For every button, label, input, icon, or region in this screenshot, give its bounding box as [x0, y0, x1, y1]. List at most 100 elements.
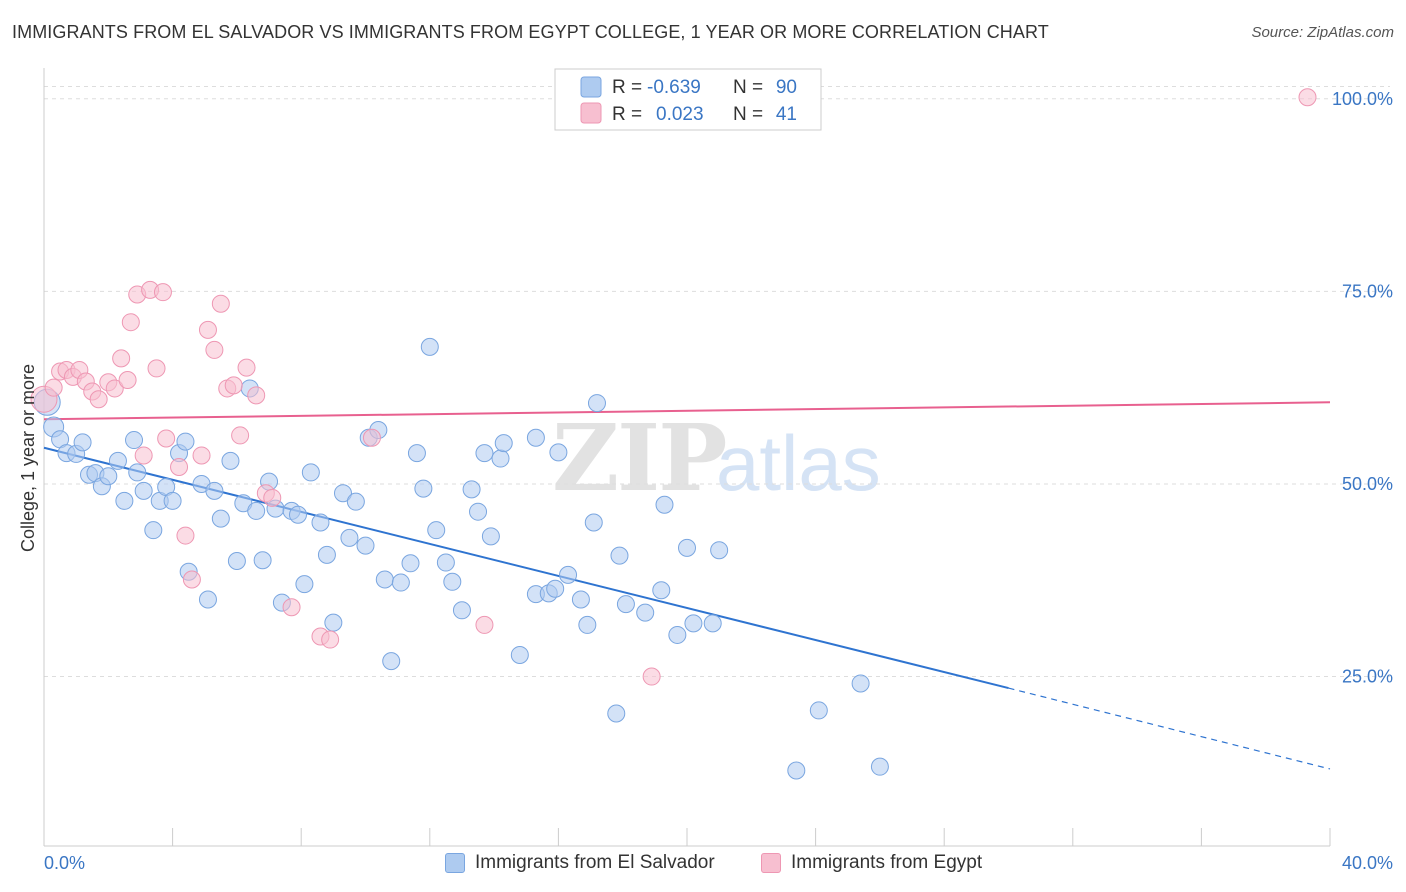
point-egypt: [112, 349, 131, 368]
point-el-salvador: [678, 538, 696, 557]
point-el-salvador: [407, 444, 426, 463]
point-el-salvador: [176, 432, 195, 451]
legend-item-egypt: Immigrants from Egypt: [761, 852, 982, 874]
point-el-salvador: [198, 590, 217, 609]
legend-n-value-1: 90: [776, 77, 797, 98]
trend-line-el-salvador-extension: [1008, 687, 1331, 770]
point-el-salvador: [587, 394, 606, 413]
point-el-salvador: [684, 614, 703, 633]
legend-n-label-1: N =: [733, 77, 763, 98]
y-axis-label: College, 1 year or more: [18, 364, 38, 552]
y-tick-label: 25.0%: [1342, 667, 1393, 687]
y-tick-label: 50.0%: [1342, 474, 1393, 494]
point-el-salvador: [443, 572, 462, 591]
point-el-salvador: [420, 337, 439, 356]
point-el-salvador: [375, 570, 394, 589]
point-egypt: [153, 283, 172, 302]
point-el-salvador: [475, 444, 494, 463]
legend-swatch-egypt: [580, 102, 602, 124]
point-el-salvador: [546, 579, 565, 598]
point-el-salvador: [356, 536, 375, 555]
point-el-salvador: [462, 480, 481, 499]
point-el-salvador: [870, 757, 889, 776]
point-el-salvador: [636, 603, 655, 622]
x-tick-label: 40.0%: [1342, 853, 1393, 873]
point-el-salvador: [710, 541, 729, 560]
point-el-salvador: [128, 463, 147, 482]
chart-title: IMMIGRANTS FROM EL SALVADOR VS IMMIGRANT…: [12, 22, 1049, 42]
point-egypt: [247, 386, 266, 405]
point-el-salvador: [436, 553, 455, 572]
y-tick-label: 100.0%: [1332, 89, 1393, 109]
legend-r-label-1: R =: [612, 77, 642, 98]
x-tick-labels: 0.0% 40.0%: [44, 853, 1393, 873]
legend-r-value-1: -0.639: [647, 77, 701, 98]
point-el-salvador: [401, 554, 420, 573]
point-el-salvador: [311, 513, 330, 532]
point-el-salvador: [549, 443, 568, 462]
legend-r-label-2: R =: [612, 104, 642, 125]
legend-r-value-2: 0.023: [656, 104, 704, 125]
y-tick-labels: 25.0% 50.0% 75.0% 100.0%: [1332, 89, 1393, 687]
y-tick-label: 75.0%: [1342, 281, 1393, 301]
legend-label-egypt: Immigrants from Egypt: [791, 852, 983, 873]
point-el-salvador: [346, 492, 365, 511]
point-egypt: [642, 667, 661, 686]
point-el-salvador: [340, 528, 359, 547]
point-el-salvador: [481, 527, 500, 546]
point-egypt: [282, 598, 301, 617]
point-egypt: [134, 446, 153, 465]
point-el-salvador: [301, 463, 320, 482]
legend-box: R = -0.639 N = 90 R = 0.023 N = 41: [554, 68, 822, 131]
point-el-salvador: [324, 613, 343, 632]
point-el-salvador: [414, 479, 433, 498]
point-el-salvador: [809, 701, 828, 720]
point-egypt: [121, 313, 140, 332]
legend-n-label-2: N =: [733, 104, 763, 125]
point-egypt: [44, 378, 63, 397]
point-el-salvador: [655, 495, 674, 514]
point-el-salvador: [584, 513, 603, 532]
point-egypt: [1298, 88, 1317, 107]
point-el-salvador: [469, 502, 488, 521]
axes: [43, 68, 1331, 847]
point-el-salvador: [73, 433, 92, 452]
point-egypt: [362, 428, 381, 447]
point-egypt: [205, 340, 224, 359]
point-el-salvador: [211, 509, 230, 528]
point-el-salvador: [221, 451, 240, 470]
point-el-salvador: [333, 484, 352, 503]
point-el-salvador: [607, 704, 626, 723]
point-egypt: [105, 379, 124, 398]
point-el-salvador: [391, 573, 410, 592]
point-el-salvador: [227, 551, 246, 570]
point-el-salvador: [491, 449, 510, 468]
point-el-salvador: [571, 590, 590, 609]
point-el-salvador: [452, 601, 471, 620]
point-el-salvador: [510, 645, 529, 664]
point-el-salvador: [578, 615, 597, 634]
point-el-salvador: [253, 551, 272, 570]
point-egypt: [211, 294, 230, 313]
watermark-zip: ZIP: [552, 404, 725, 512]
point-el-salvador: [295, 575, 314, 594]
source-label: Source: ZipAtlas.com: [1251, 24, 1394, 41]
point-egypt: [118, 370, 137, 389]
point-el-salvador: [787, 761, 806, 780]
point-el-salvador: [526, 428, 545, 447]
point-egypt: [237, 358, 256, 377]
point-el-salvador: [134, 481, 153, 500]
point-egypt: [147, 359, 166, 378]
point-el-salvador: [125, 431, 144, 450]
point-egypt: [263, 488, 282, 507]
point-el-salvador: [317, 545, 336, 564]
point-el-salvador: [288, 505, 307, 524]
point-el-salvador: [205, 481, 224, 500]
point-el-salvador: [610, 546, 629, 565]
legend-item-el-salvador: Immigrants from El Salvador: [445, 852, 715, 874]
watermark-atlas: atlas: [716, 419, 881, 507]
point-el-salvador: [108, 451, 127, 470]
watermark: ZIP atlas: [552, 404, 881, 512]
trend-line-egypt: [43, 401, 1331, 421]
